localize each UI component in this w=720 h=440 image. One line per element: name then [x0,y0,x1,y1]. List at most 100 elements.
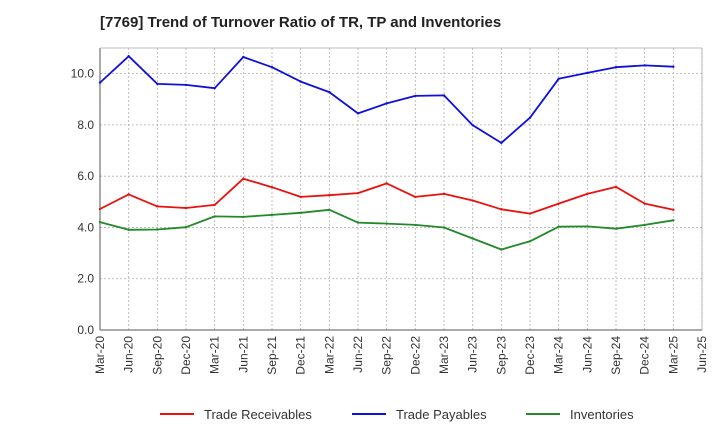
data-point-inventories [98,220,102,224]
data-point-inventories [672,219,675,222]
data-point-trade-receivables [442,192,446,196]
data-point-trade-receivables [643,202,646,205]
data-point-trade-receivables [586,192,589,196]
series-layer [98,55,675,251]
x-tick-label: Jun-23 [466,336,480,373]
data-point-inventories [528,240,532,243]
y-tick-label: 10.0 [71,67,95,81]
x-tick-label: Jun-24 [580,336,594,373]
x-tick-label: Dec-22 [408,336,422,375]
data-point-trade-receivables [213,203,216,207]
x-tick-label: Mar-20 [93,336,107,374]
data-point-trade-receivables [614,185,618,189]
data-point-trade-receivables [356,191,360,195]
legend-label-trade-payables: Trade Payables [396,407,487,422]
data-point-trade-payables [270,66,274,69]
x-tick-label: Sep-21 [265,336,279,375]
data-point-trade-receivables [557,202,560,205]
legend-label-inventories: Inventories [570,407,634,422]
x-tick-label: Sep-20 [150,336,164,375]
data-point-trade-payables [672,65,675,68]
x-tick-label: Mar-21 [208,336,222,374]
data-point-inventories [356,221,360,224]
data-point-trade-payables [242,55,245,59]
x-tick-label: Jun-21 [236,336,250,373]
data-point-trade-payables [328,90,331,94]
x-tick-label: Dec-23 [523,336,537,375]
data-point-trade-receivables [414,195,417,199]
chart-title: [7769] Trend of Turnover Ratio of TR, TP… [100,14,502,31]
y-tick-label: 8.0 [77,118,94,132]
data-point-trade-receivables [672,208,675,211]
grid-layer [99,48,703,330]
data-point-trade-receivables [184,206,188,210]
data-point-trade-payables [98,81,102,84]
x-tick-label: Mar-24 [552,336,566,374]
data-point-trade-payables [127,55,130,58]
y-tick-label: 6.0 [77,169,94,183]
data-point-inventories [557,225,560,228]
data-point-trade-payables [213,87,216,90]
data-point-trade-payables [414,94,417,98]
y-tick-label: 0.0 [77,323,94,337]
data-point-trade-payables [500,141,503,145]
data-point-trade-payables [528,116,532,119]
x-tick-label: Mar-22 [322,336,336,374]
data-point-trade-receivables [127,193,130,196]
data-point-inventories [270,213,274,217]
data-point-trade-payables [557,77,560,80]
data-point-inventories [127,228,130,231]
data-point-inventories [471,237,474,240]
data-point-inventories [614,227,618,230]
data-point-trade-receivables [270,186,274,189]
x-tick-label: Sep-22 [380,336,394,375]
axis-layer: 0.0 2.0 4.0 6.0 8.0 10.0 Mar-20 Jun-20 Sep-20 Dec… [71,47,709,375]
data-point-inventories [643,223,646,227]
x-tick-label: Dec-21 [294,336,308,375]
data-point-inventories [328,208,331,211]
data-point-trade-receivables [98,207,102,211]
data-point-trade-payables [614,66,618,69]
data-point-trade-receivables [156,205,159,208]
data-point-trade-receivables [385,182,388,185]
data-point-inventories [213,215,216,218]
data-point-trade-payables [356,112,360,115]
x-tick-label: Mar-23 [437,336,451,374]
y-tick-label: 2.0 [77,272,94,286]
data-point-inventories [586,225,589,228]
data-point-trade-receivables [500,208,503,211]
x-tick-label: Jun-22 [351,336,365,373]
data-point-trade-payables [442,94,446,97]
y-tick-label: 4.0 [77,220,94,234]
data-point-trade-payables [586,71,589,75]
data-point-trade-receivables [328,193,331,197]
data-point-inventories [385,222,388,225]
data-point-inventories [414,223,417,227]
data-point-inventories [500,248,503,251]
data-point-trade-payables [184,83,188,87]
data-point-inventories [184,225,188,229]
data-point-inventories [299,211,302,215]
data-point-trade-receivables [471,199,474,202]
data-point-trade-receivables [299,195,302,199]
data-point-inventories [242,215,245,219]
legend-label-trade-receivables: Trade Receivables [204,407,312,422]
data-point-inventories [442,226,446,229]
data-point-trade-receivables [242,177,245,180]
data-point-trade-payables [156,82,159,86]
x-tick-label: Mar-25 [666,336,680,374]
x-tick-label: Jun-25 [695,336,709,373]
data-point-trade-payables [385,102,388,105]
legend: Trade Receivables Trade Payables Inventori… [160,407,634,422]
x-tick-label: Sep-24 [609,336,623,375]
data-point-trade-payables [471,123,474,127]
data-point-trade-payables [643,64,646,67]
x-tick-label: Sep-23 [494,336,508,375]
x-tick-label: Dec-24 [638,336,652,375]
x-tick-label: Dec-20 [179,336,193,375]
data-point-trade-receivables [528,212,532,215]
x-tick-label: Jun-20 [122,336,136,373]
data-point-inventories [156,228,159,231]
data-point-trade-payables [299,80,302,83]
